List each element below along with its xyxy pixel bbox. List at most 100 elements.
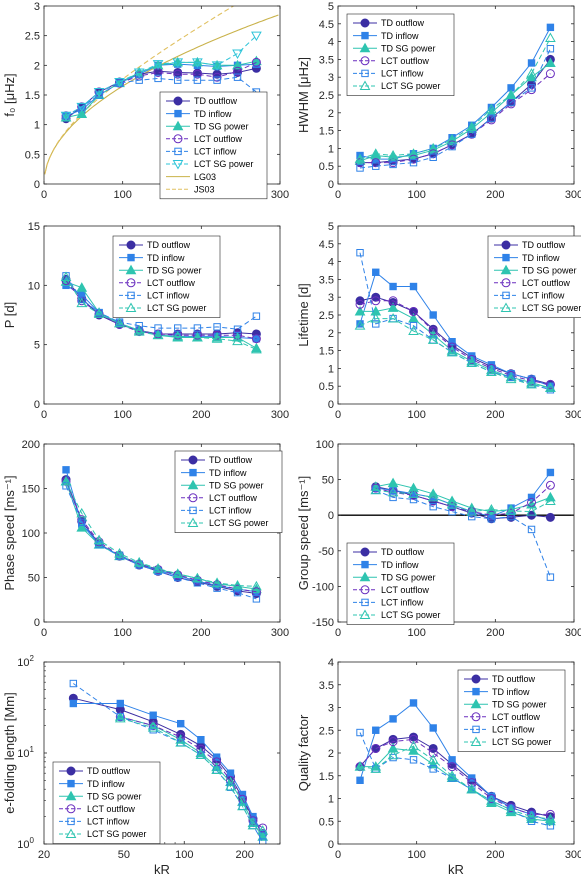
data-point xyxy=(487,515,496,523)
series-line-4 xyxy=(65,275,257,330)
data-point xyxy=(213,76,221,84)
legend-marker xyxy=(125,302,137,312)
legend-label: TD SG power xyxy=(381,43,436,53)
data-point xyxy=(192,332,203,342)
x-tick-label: 20 xyxy=(38,849,50,861)
data-point xyxy=(251,580,262,591)
series-line-3 xyxy=(65,280,257,340)
legend-marker xyxy=(67,779,75,788)
data-point xyxy=(428,743,438,753)
data-point xyxy=(93,88,105,98)
legend-label: TD inflow xyxy=(209,468,247,478)
legend-label: TD SG power xyxy=(194,121,249,131)
y-tick-label: 10 xyxy=(28,280,40,292)
series-group xyxy=(354,249,556,394)
y-tick-label: 0.5 xyxy=(319,381,334,393)
data-point xyxy=(371,158,381,168)
data-point xyxy=(468,774,476,782)
legend-marker xyxy=(66,766,76,776)
x-tick-label: 200 xyxy=(486,189,504,201)
data-point xyxy=(69,679,78,688)
data-point xyxy=(526,506,537,516)
legend-label: JS03 xyxy=(194,184,215,194)
legend-label: LCT inflow xyxy=(492,725,535,735)
x-axis-label: kR xyxy=(448,862,464,877)
panel-lifetime: 0 100 200 300 0 0.5 1 1.5 2 2.5 3 3.5 4 4.5 5 Lifetime … xyxy=(296,221,581,421)
data-point xyxy=(356,728,364,737)
y-tick-label: 50 xyxy=(322,475,334,487)
legend-label: LCT inflow xyxy=(381,598,424,608)
legend-marker xyxy=(174,147,182,156)
data-point xyxy=(409,321,418,330)
legend-marker xyxy=(172,160,184,170)
legend-label: LCT outflow xyxy=(194,134,242,144)
legend-marker xyxy=(173,96,183,106)
y-tick-label: 4 xyxy=(328,37,334,49)
data-point xyxy=(372,320,380,328)
data-point xyxy=(354,320,366,330)
legend: TD outflow TD inflow TD SG power LCT outflo… xyxy=(346,542,455,625)
data-point xyxy=(78,295,86,304)
y-tick-label: 4.5 xyxy=(319,19,334,31)
data-point xyxy=(409,734,419,744)
panel-quality: 0 100 200 300 0 0.5 1 1.5 2 2.5 3 3.5 4 Quality facto… xyxy=(296,657,581,877)
data-point xyxy=(387,477,399,488)
data-point xyxy=(95,540,103,549)
x-tick-label: 0 xyxy=(335,409,341,421)
legend-label: TD inflow xyxy=(381,560,419,570)
data-point xyxy=(545,69,555,79)
x-tick-label: 100 xyxy=(407,409,425,421)
data-point xyxy=(237,800,248,811)
data-point xyxy=(192,572,203,583)
legend-marker xyxy=(359,571,371,582)
y-tick-label: 100 xyxy=(316,439,334,451)
series-group xyxy=(354,23,556,172)
axes-box xyxy=(337,443,575,623)
y-axis-label: Group speed [ms⁻¹] xyxy=(296,476,311,591)
data-point xyxy=(251,31,262,42)
data-point xyxy=(545,809,555,819)
data-point xyxy=(545,813,556,823)
legend-label: LCT outflow xyxy=(209,493,257,503)
x-tick-label: 0 xyxy=(335,627,341,639)
data-point xyxy=(232,59,243,70)
data-point xyxy=(486,503,497,514)
data-point xyxy=(409,282,418,291)
data-point xyxy=(545,382,556,392)
legend-label: LCT inflow xyxy=(209,506,252,516)
data-point xyxy=(133,556,145,567)
legend-marker xyxy=(189,468,197,477)
legend-label: TD outflow xyxy=(522,240,566,250)
data-point xyxy=(527,525,536,534)
data-point xyxy=(233,325,242,333)
data-point xyxy=(408,740,419,751)
data-point xyxy=(232,335,243,346)
series-line-4 xyxy=(65,76,257,117)
data-point xyxy=(252,312,261,320)
data-point xyxy=(355,299,365,309)
legend-label: LCT outflow xyxy=(87,804,135,814)
y-tick-label: 200 xyxy=(22,439,40,451)
data-point xyxy=(172,568,184,578)
data-point xyxy=(389,160,397,169)
x-tick-label: 100 xyxy=(113,627,131,639)
legend-label: TD outflow xyxy=(147,240,191,250)
y-tick-label: 4 xyxy=(328,657,334,669)
data-point xyxy=(225,780,236,791)
data-point xyxy=(175,737,187,747)
data-point xyxy=(76,282,88,292)
data-point xyxy=(370,148,382,158)
data-point xyxy=(247,819,259,830)
x-tick-label: 300 xyxy=(565,627,581,639)
y-tick-label: 15 xyxy=(28,221,40,233)
data-point xyxy=(154,74,162,83)
legend-marker xyxy=(502,291,510,300)
y-tick-label: 3.5 xyxy=(319,54,334,66)
y-tick-label: 0.5 xyxy=(25,149,40,161)
y-tick-label: 0 xyxy=(34,179,40,191)
data-point xyxy=(152,60,164,70)
y-tick-label: 0 xyxy=(328,510,334,522)
data-point xyxy=(429,311,437,319)
data-point xyxy=(211,577,223,587)
